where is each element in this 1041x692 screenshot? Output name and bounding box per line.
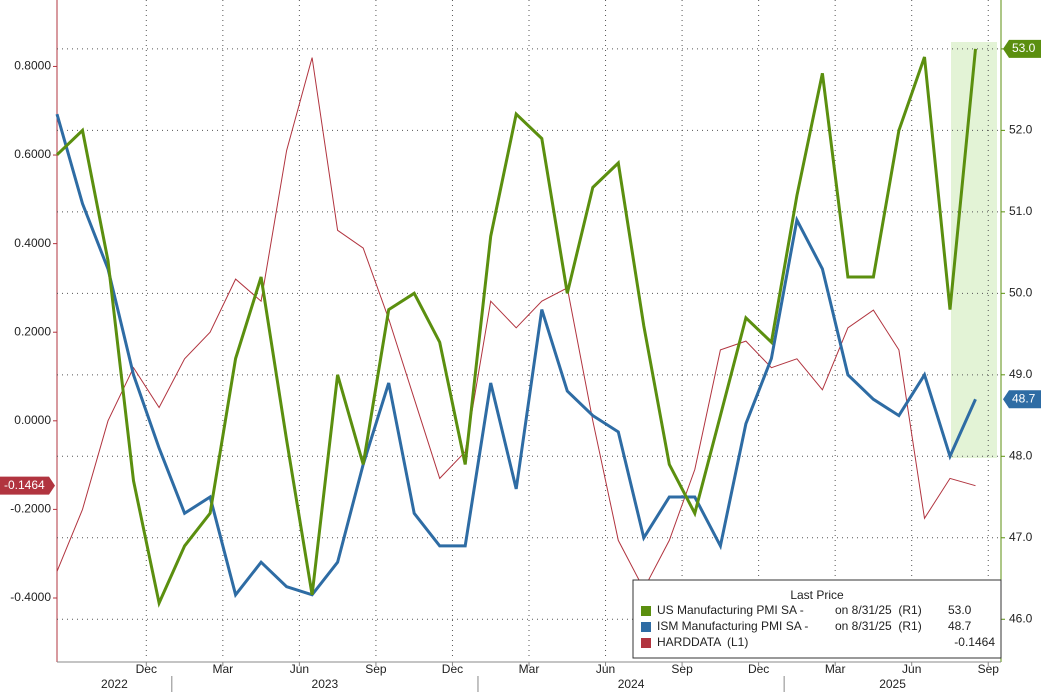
x-tick-label: Jun	[596, 662, 615, 676]
last-price-tag	[0, 476, 55, 495]
legend-detail: (L1)	[727, 635, 748, 649]
series-line	[56, 57, 976, 591]
year-label: 2022	[101, 677, 128, 691]
series-line	[55, 48, 977, 608]
year-label: 2025	[879, 677, 906, 691]
legend-swatch	[641, 622, 651, 632]
legend-name: US Manufacturing PMI SA -	[657, 603, 804, 617]
series-line	[55, 113, 977, 599]
x-tick-label: Sep	[365, 662, 387, 676]
x-tick-label: Mar	[213, 662, 234, 676]
legend-value: 53.0	[948, 603, 972, 617]
last-price-tag	[1003, 39, 1041, 58]
y-tick-label: 0.2000	[14, 324, 51, 338]
y-tick-label: 0.6000	[14, 147, 51, 161]
x-tick-label: Jun	[902, 662, 921, 676]
legend-value: 48.7	[948, 619, 972, 633]
legend: Last Price US Manufacturing PMI SA - on 8…	[632, 579, 1002, 659]
legend-detail: on 8/31/25 (R1)	[835, 619, 922, 633]
y2-tick-label: 48.0	[1009, 448, 1033, 462]
legend-name: ISM Manufacturing PMI SA -	[657, 619, 808, 633]
y-tick-label: 0.4000	[14, 236, 51, 250]
year-label: 2023	[312, 677, 339, 691]
x-tick-label: Sep	[978, 662, 1000, 676]
y2-tick-label: 51.0	[1009, 204, 1033, 218]
legend-swatch	[641, 638, 651, 648]
x-tick-label: Sep	[671, 662, 693, 676]
x-tick-label: Mar	[519, 662, 540, 676]
x-tick-label: Jun	[290, 662, 309, 676]
year-label: 2024	[618, 677, 645, 691]
x-tick-label: Dec	[442, 662, 463, 676]
last-price-label: 48.7	[1012, 391, 1036, 405]
last-price-tag	[1003, 390, 1041, 409]
last-price-label: 53.0	[1012, 41, 1036, 55]
lines: -0.1464 48.7 53.0	[0, 39, 1041, 608]
y2-tick-label: 49.0	[1009, 367, 1033, 381]
y-tick-label: 0.0000	[14, 413, 51, 427]
last-price-label: -0.1464	[4, 478, 45, 492]
legend-detail: on 8/31/25 (R1)	[835, 603, 922, 617]
y2-tick-label: 47.0	[1009, 530, 1033, 544]
grid: -0.4000 -0.2000 0.0000 0.2000 0.4000 0.6000 0.…	[10, 0, 1033, 692]
y2-tick-label: 50.0	[1009, 286, 1033, 300]
legend-title: Last Price	[790, 588, 844, 602]
x-tick-label: Dec	[136, 662, 157, 676]
legend-value: -0.1464	[954, 635, 995, 649]
legend-swatch	[641, 606, 651, 616]
y2-tick-label: 52.0	[1009, 123, 1033, 137]
y-tick-label: -0.4000	[10, 590, 51, 604]
y-tick-label: 0.8000	[14, 59, 51, 73]
y-tick-label: -0.2000	[10, 502, 51, 516]
legend-box	[632, 579, 1002, 659]
x-tick-label: Mar	[825, 662, 846, 676]
legend-name: HARDDATA	[657, 635, 721, 649]
highlight-band	[951, 42, 997, 458]
x-tick-label: Dec	[748, 662, 769, 676]
y2-tick-label: 46.0	[1009, 611, 1033, 625]
